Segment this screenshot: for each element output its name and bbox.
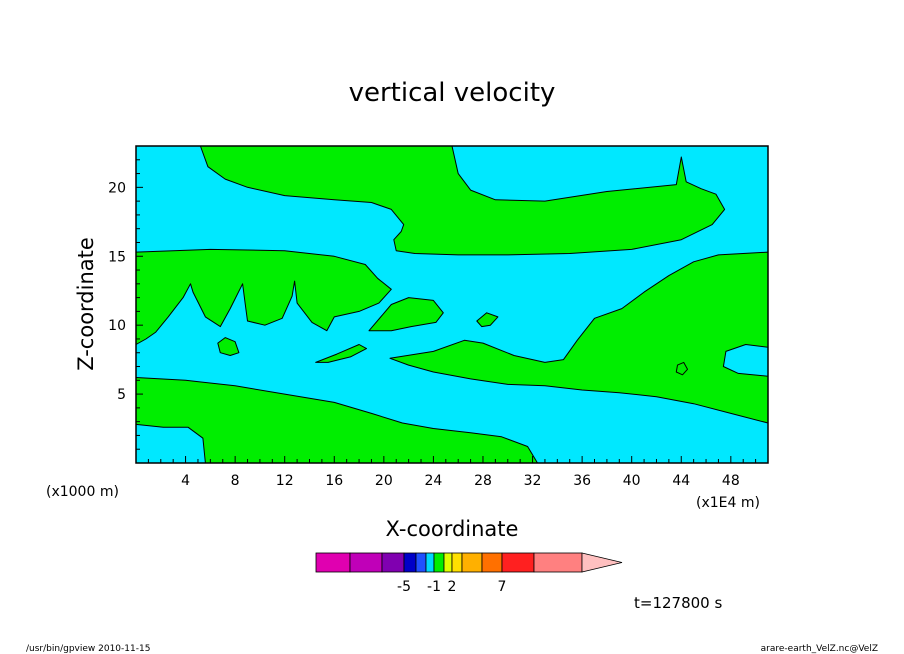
colorbar-label: 2 [448, 579, 457, 595]
colorbar-swatch [381, 552, 405, 573]
contour-region-7 [217, 337, 240, 356]
x-tick-label: 12 [276, 473, 294, 489]
footer-left: /usr/bin/gpview 2010-11-15 [26, 644, 150, 654]
colorbar-swatch [533, 552, 583, 573]
time-label: t=127800 s [634, 594, 722, 612]
x-tick-label: 40 [623, 473, 641, 489]
plot-frame [135, 145, 769, 464]
y-tick-label: 10 [108, 318, 126, 334]
contour-region-4 [389, 251, 769, 424]
colorbar-swatch [461, 552, 483, 573]
chart-title: vertical velocity [349, 78, 556, 108]
colorbar-swatch [349, 552, 383, 573]
colorbar-label: -5 [397, 579, 411, 595]
contour-region-6 [315, 344, 367, 363]
colorbar-swatch [433, 552, 445, 573]
y-axis-ticks: 5 10 15 20 [108, 159, 143, 450]
contour-region-1 [199, 145, 726, 256]
x-tick-label: 24 [424, 473, 442, 489]
colorbar-extend-arrow [581, 552, 623, 573]
contour-region-2 [135, 248, 392, 345]
x-tick-label: 28 [474, 473, 492, 489]
contour-region-3 [135, 377, 538, 464]
x-tick-label: 48 [722, 473, 740, 489]
contour-regions [135, 145, 769, 464]
colorbar-swatch [415, 552, 427, 573]
colorbar-swatch [451, 552, 463, 573]
colorbar-labels: -5 -1 2 7 [397, 579, 506, 595]
x-tick-label: 20 [375, 473, 393, 489]
y-axis-unit: (x1000 m) [46, 484, 119, 500]
colorbar-swatch [315, 552, 351, 573]
x-tick-label: 8 [231, 473, 240, 489]
x-tick-label: 36 [573, 473, 591, 489]
colorbar-swatch [481, 552, 503, 573]
contour-region-9 [675, 361, 688, 376]
colorbar [315, 552, 623, 573]
colorbar-label: 7 [498, 579, 507, 595]
x-tick-label: 4 [181, 473, 190, 489]
y-axis-label: Z-coordinate [74, 237, 98, 371]
y-tick-label: 20 [108, 180, 126, 196]
colorbar-swatch [425, 552, 435, 573]
contour-region-5 [368, 297, 444, 332]
x-axis-unit: (x1E4 m) [696, 495, 760, 511]
x-axis-ticks: 4 8 12 16 20 24 28 32 36 40 44 48 [147, 456, 757, 489]
colorbar-swatch [403, 552, 417, 573]
y-tick-label: 15 [108, 249, 126, 265]
footer-right: arare-earth_VelZ.nc@VelZ [761, 644, 878, 654]
colorbar-label: -1 [427, 579, 441, 595]
colorbar-swatch [501, 552, 535, 573]
x-tick-label: 16 [325, 473, 343, 489]
x-tick-label: 32 [524, 473, 542, 489]
contour-region-8 [476, 312, 499, 328]
x-tick-label: 44 [672, 473, 690, 489]
x-axis-label: X-coordinate [386, 517, 519, 541]
colorbar-swatch [443, 552, 453, 573]
y-tick-label: 5 [117, 387, 126, 403]
